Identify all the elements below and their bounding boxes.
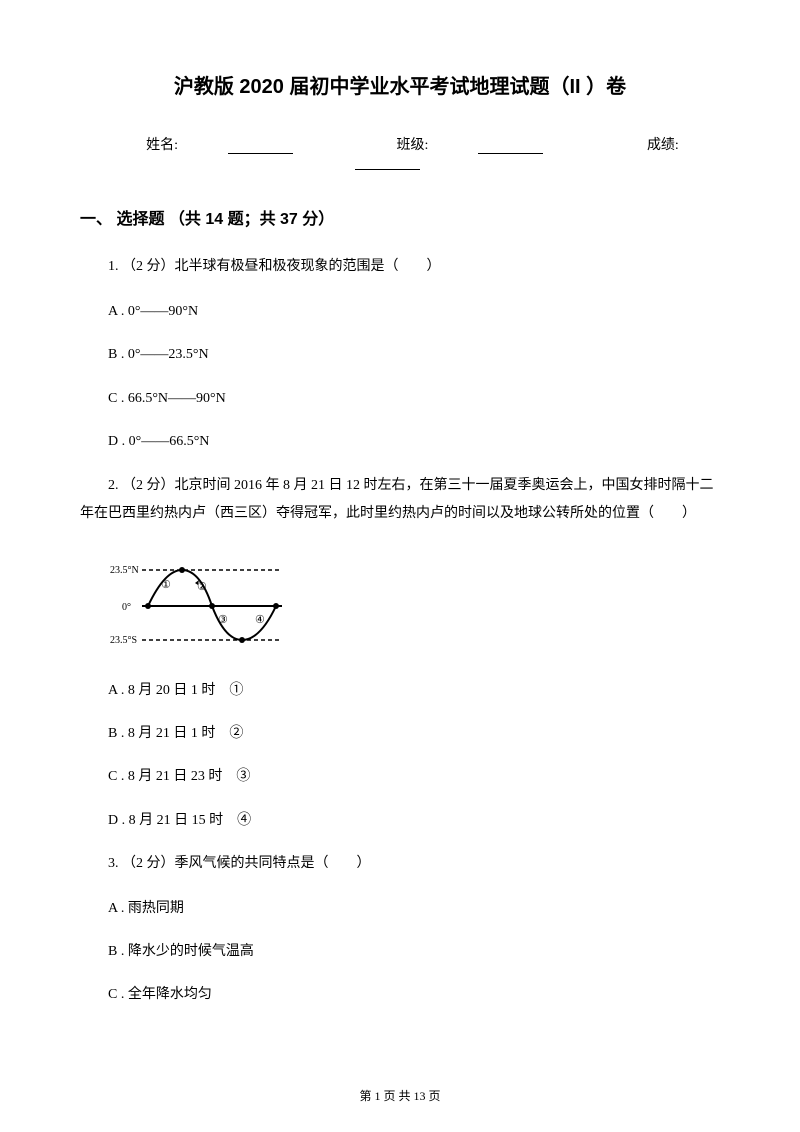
page-title: 沪教版 2020 届初中学业水平考试地理试题（II ）卷 <box>80 70 720 99</box>
section-header: 一、 选择题 （共 14 题；共 37 分） <box>80 205 720 229</box>
q1-option-c: C . 66.5°N——90°N <box>80 386 720 411</box>
info-row: 姓名: 班级: 成绩: <box>80 134 720 170</box>
diagram-point <box>273 603 279 609</box>
name-label: 姓名: <box>146 138 178 153</box>
score-label: 成绩: <box>647 138 679 153</box>
orbit-diagram: 23.5°N 0° 23.5°S ① ② ③ ④ <box>110 558 290 653</box>
diagram-point <box>145 603 151 609</box>
diagram-num-4: ④ <box>255 614 265 626</box>
q2-option-c: C . 8 月 21 日 23 时 ③ <box>80 764 720 789</box>
name-underline <box>228 153 293 154</box>
q2-option-d: D . 8 月 21 日 15 时 ④ <box>80 808 720 833</box>
class-label: 班级: <box>397 138 429 153</box>
q3-option-b: B . 降水少的时候气温高 <box>80 939 720 964</box>
q1-stem: 1. （2 分）北半球有极昼和极夜现象的范围是（ ） <box>80 254 720 279</box>
q2-option-a: A . 8 月 20 日 1 时 ① <box>80 678 720 703</box>
page-footer: 第 1 页 共 13 页 <box>0 1087 800 1104</box>
diagram-num-1: ① <box>161 579 171 591</box>
q3-stem: 3. （2 分）季风气候的共同特点是（ ） <box>80 851 720 876</box>
diagram-point <box>209 603 215 609</box>
diagram-num-3: ③ <box>218 614 228 626</box>
diagram-label-bot: 23.5°S <box>110 635 137 646</box>
q2-option-b: B . 8 月 21 日 1 时 ② <box>80 721 720 746</box>
diagram-point <box>239 637 245 643</box>
class-field: 班级: <box>372 138 572 153</box>
q1-option-b: B . 0°——23.5°N <box>80 342 720 367</box>
q2-stem: 2. （2 分）北京时间 2016 年 8 月 21 日 12 时左右，在第三十… <box>80 472 720 528</box>
diagram-num-2: ② <box>197 581 207 593</box>
q1-option-d: D . 0°——66.5°N <box>80 429 720 454</box>
diagram-label-mid: 0° <box>122 602 131 613</box>
q1-option-a: A . 0°——90°N <box>80 299 720 324</box>
class-underline <box>478 153 543 154</box>
q3-option-c: C . 全年降水均匀 <box>80 982 720 1007</box>
diagram-label-top: 23.5°N <box>110 565 139 576</box>
q3-option-a: A . 雨热同期 <box>80 896 720 921</box>
score-underline <box>355 169 420 170</box>
diagram-point <box>179 567 185 573</box>
name-field: 姓名: <box>121 138 321 153</box>
